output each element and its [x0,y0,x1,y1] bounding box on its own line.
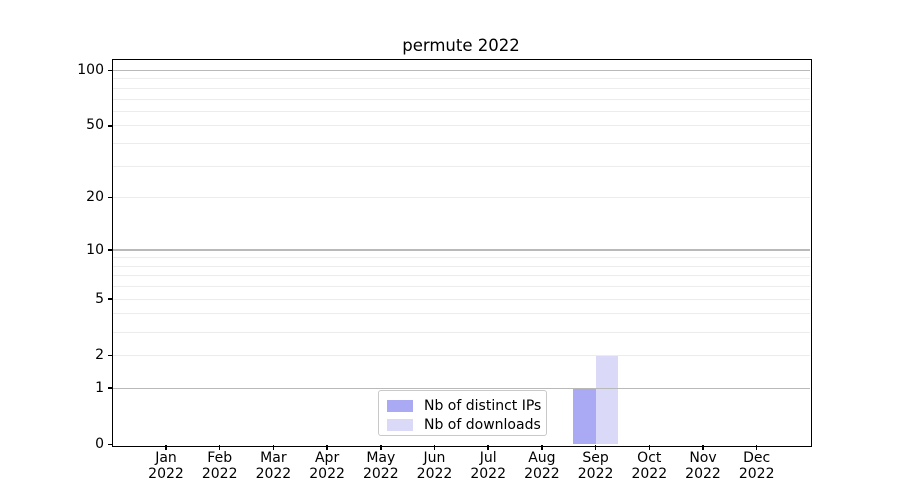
y-tick-mark [108,298,113,300]
gridline-minor [113,87,810,89]
bar-distinct-ips [573,388,596,445]
x-tick-mark [594,445,597,450]
gridline-major [113,249,810,251]
y-tick-label: 1 [95,379,104,396]
x-tick-mark [218,445,221,450]
y-tick-mark [108,387,113,389]
gridline-minor [113,257,810,259]
gridline-minor [113,298,810,300]
plot-area [108,60,810,450]
y-tick-mark [108,196,113,199]
x-tick-mark [433,445,436,450]
gridline-minor [113,125,810,127]
x-tick-label: Aug 2022 [524,450,560,482]
gridline-minor [113,165,810,167]
y-tick-mark [108,354,113,357]
y-tick-label: 50 [86,117,104,134]
y-tick-label: 20 [86,189,104,206]
x-tick-label: Feb 2022 [201,450,238,482]
gridline-minor [113,286,810,288]
legend-label-distinct-ips: Nb of distinct IPs [424,397,542,414]
gridline-major [113,69,810,72]
legend-entry-downloads: Nb of downloads [387,415,546,434]
x-tick-label: Jun 2022 [416,450,453,482]
legend: Nb of distinct IPs Nb of downloads [378,390,547,436]
gridline-minor [113,78,810,80]
gridline-major [113,387,810,389]
x-tick-mark [755,445,758,450]
gridline-minor [113,265,810,267]
x-tick-label: Jan 2022 [148,450,184,482]
chart-title: permute 2022 [402,36,520,55]
x-tick-mark [272,445,275,450]
gridline-minor [113,331,810,333]
legend-swatch-downloads [387,418,413,431]
gridline-minor [113,98,810,100]
gridline-minor [113,354,810,356]
gridline-minor [113,313,810,315]
x-tick-mark [702,445,704,450]
x-tick-mark [541,445,543,450]
x-tick-label: Jul 2022 [470,450,507,482]
y-tick-label: 10 [86,241,104,258]
y-tick-mark [108,249,113,251]
y-tick-label: 0 [95,435,104,452]
y-tick-label: 5 [95,290,104,307]
y-tick-label: 2 [95,346,104,363]
x-tick-mark [380,445,382,450]
y-tick-mark [108,125,113,127]
x-tick-mark [326,445,328,450]
x-tick-label: Sep 2022 [577,450,614,482]
legend-swatch-distinct-ips [387,399,413,412]
gridline-minor [113,143,810,145]
legend-label-downloads: Nb of downloads [424,416,541,433]
y-tick-mark [108,443,113,446]
x-tick-label: May 2022 [362,450,399,482]
x-tick-label: Oct 2022 [631,450,668,482]
y-tick-mark [108,69,113,72]
x-tick-label: Nov 2022 [685,450,721,482]
bar-downloads [595,355,619,445]
gridline-minor [113,110,810,112]
y-tick-label: 100 [77,61,104,78]
x-tick-mark [487,445,489,450]
x-tick-label: Dec 2022 [738,450,775,482]
x-tick-mark [648,445,651,450]
legend-entry-distinct-ips: Nb of distinct IPs [387,396,546,415]
x-tick-label: Mar 2022 [255,450,292,482]
x-tick-mark [165,445,167,450]
gridline-minor [113,197,810,199]
gridline-minor [113,275,810,277]
x-tick-label: Apr 2022 [309,450,345,482]
